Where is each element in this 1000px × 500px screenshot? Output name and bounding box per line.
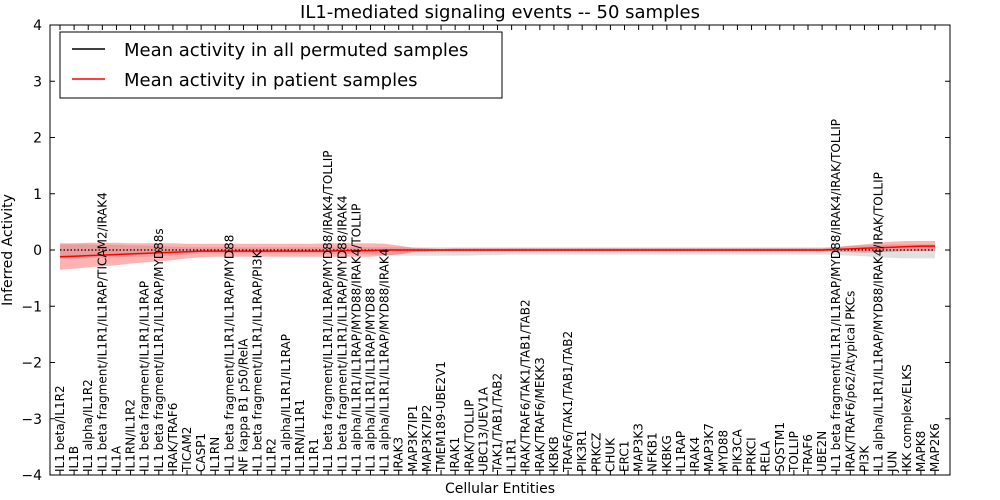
y-axis-label: Inferred Activity: [0, 194, 16, 306]
entity-label: IKBKG: [660, 435, 674, 472]
entity-label: RELA: [759, 440, 773, 472]
y-tick-label: 4: [33, 18, 42, 34]
entity-label: MAP3K3: [632, 423, 646, 472]
entity-label: IL1A: [109, 445, 123, 472]
entity-label: IL1RN/IL1R1: [293, 399, 307, 472]
y-axis-ticks: 4 3 2 1 0 −1 −2 −3 −4: [21, 18, 950, 484]
entity-label: IL1 alpha/IL1R1/IL1RAP: [279, 334, 293, 472]
entity-label: CASP1: [194, 433, 208, 472]
entity-label: IRAK1: [448, 437, 462, 472]
entity-label: IKBKB: [547, 436, 561, 472]
entity-label: PI3K: [857, 445, 871, 472]
entity-label: IRAK3: [392, 437, 406, 472]
entity-label: IL1 alpha/IL1R2: [81, 379, 95, 472]
y-tick-label: −3: [21, 412, 42, 428]
entity-label: IL1 alpha/IL1R1/IL1RAP/MYD88/IRAK4: [378, 249, 392, 472]
entity-label: IL1 beta fragment/IL1R1/IL1RAP/MYD88/IRA…: [321, 151, 335, 472]
entity-label: IL1 beta/IL1R2: [53, 385, 67, 472]
entity-label: IL1R1: [307, 438, 321, 472]
entity-label: MAP3K7IP2: [420, 405, 434, 472]
entity-label: IL1 beta fragment/IL1R1/IL1RAP/PI3K: [251, 249, 265, 472]
entity-label: IL1 beta fragment/IL1R1/IL1RAP/MYD88s: [152, 228, 166, 472]
y-tick-label: 0: [33, 243, 42, 259]
series-lines: [59, 245, 935, 258]
entity-label: IRAK/TRAF6: [166, 403, 180, 472]
entity-label: MAPK8: [914, 431, 928, 472]
entity-label: CHUK: [603, 437, 617, 472]
entity-label: MAP3K7: [702, 423, 716, 472]
entity-label: IL1 beta fragment/IL1R1/IL1RAP/TICAM2/IR…: [95, 192, 109, 472]
entity-label: IL1RN: [208, 437, 222, 472]
entity-label: IL1 alpha/IL1R1/IL1RAP/MYD88/IRAK4/IRAK/…: [872, 172, 886, 472]
entity-label: IL1R1: [505, 438, 519, 472]
entity-label: IRAK/TOLLIP: [462, 400, 476, 472]
band-permuted: [60, 244, 935, 259]
entity-label: IL1RAP: [674, 431, 688, 472]
entity-label: TAK1/TAB1/TAB2: [491, 373, 505, 473]
entity-label: PIK3CA: [730, 428, 744, 472]
legend-label-permuted: Mean activity in all permuted samples: [124, 40, 468, 61]
entity-label: MAP2K6: [928, 423, 942, 472]
y-tick-label: −4: [21, 468, 42, 484]
entity-label: IRAK4: [688, 437, 702, 472]
legend: Mean activity in all permuted samples Me…: [59, 31, 503, 99]
y-tick-label: −2: [21, 356, 42, 372]
entity-label: PRKCI: [745, 437, 759, 472]
entity-label: IRAK/TRAF6/p62/Atypical PKCs: [843, 291, 857, 472]
entity-label: MAP3K7IP1: [406, 405, 420, 472]
entity-label: IL1B: [67, 446, 81, 472]
entity-label: IL1 alpha/IL1R1/IL1RAP/MYD88: [363, 288, 377, 472]
entity-label: IRAK/TRAF6/MEKK3: [533, 357, 547, 472]
entity-label: IL1 beta fragment/IL1R1/IL1RAP/MYD88: [222, 235, 236, 472]
entity-label: IRAK/TRAF6/TAK1/TAB1/TAB2: [519, 299, 533, 472]
entity-label: TRAF6/TAK1/TAB1/TAB2: [561, 331, 575, 473]
entity-label: PIK3R1: [575, 430, 589, 472]
entity-label: UBC13/UEV1A: [476, 386, 490, 472]
y-tick-label: 1: [33, 187, 42, 203]
entity-label: TRAF6: [801, 434, 815, 473]
chart-title: IL1-mediated signaling events -- 50 samp…: [300, 2, 700, 23]
entity-label: ERC1: [618, 441, 632, 472]
entity-label: IL1 beta fragment/IL1R1/IL1RAP/MYD88/IRA…: [829, 119, 843, 472]
y-tick-label: 3: [33, 74, 42, 90]
legend-label-patient: Mean activity in patient samples: [124, 70, 418, 91]
entity-label: TMEM189-UBE2V1: [434, 361, 448, 473]
entity-label: SQSTM1: [773, 422, 787, 472]
y-tick-label: 2: [33, 131, 42, 147]
entity-label: UBE2N: [815, 431, 829, 472]
entity-labels: IL1 beta/IL1R2 IL1B IL1 alpha/IL1R2 IL1 bet…: [53, 119, 942, 473]
entity-label: MYD88: [716, 430, 730, 472]
confidence-bands: [60, 241, 935, 270]
entity-label: IL1R2: [265, 438, 279, 472]
entity-label: IL1RN/IL1R2: [124, 399, 138, 472]
entity-label: NFKB1: [646, 432, 660, 472]
entity-label: IL1 beta fragment/IL1R1/IL1RAP: [138, 281, 152, 472]
entity-label: NF kappa B1 p50/RelA: [236, 338, 250, 472]
entity-label: JUN: [886, 451, 900, 473]
entity-label: TICAM2: [180, 427, 194, 473]
entity-label: PRKCZ: [589, 433, 603, 472]
x-axis-label: Cellular Entities: [445, 481, 555, 497]
entity-label: TOLLIP: [787, 431, 801, 473]
band-patient: [60, 241, 935, 270]
y-tick-label: −1: [21, 299, 42, 315]
series-line-patient: [59, 245, 935, 258]
entity-label: IL1 alpha/IL1R1/IL1RAP/MYD88/IRAK4/TOLLI…: [349, 204, 363, 472]
entity-label: IKK complex/ELKS: [900, 364, 914, 472]
x-axis-ticks: [59, 25, 936, 475]
legend-box: [59, 31, 503, 99]
entity-label: IL1 beta fragment/IL1R1/IL1RAP/MYD88/IRA…: [335, 195, 349, 472]
